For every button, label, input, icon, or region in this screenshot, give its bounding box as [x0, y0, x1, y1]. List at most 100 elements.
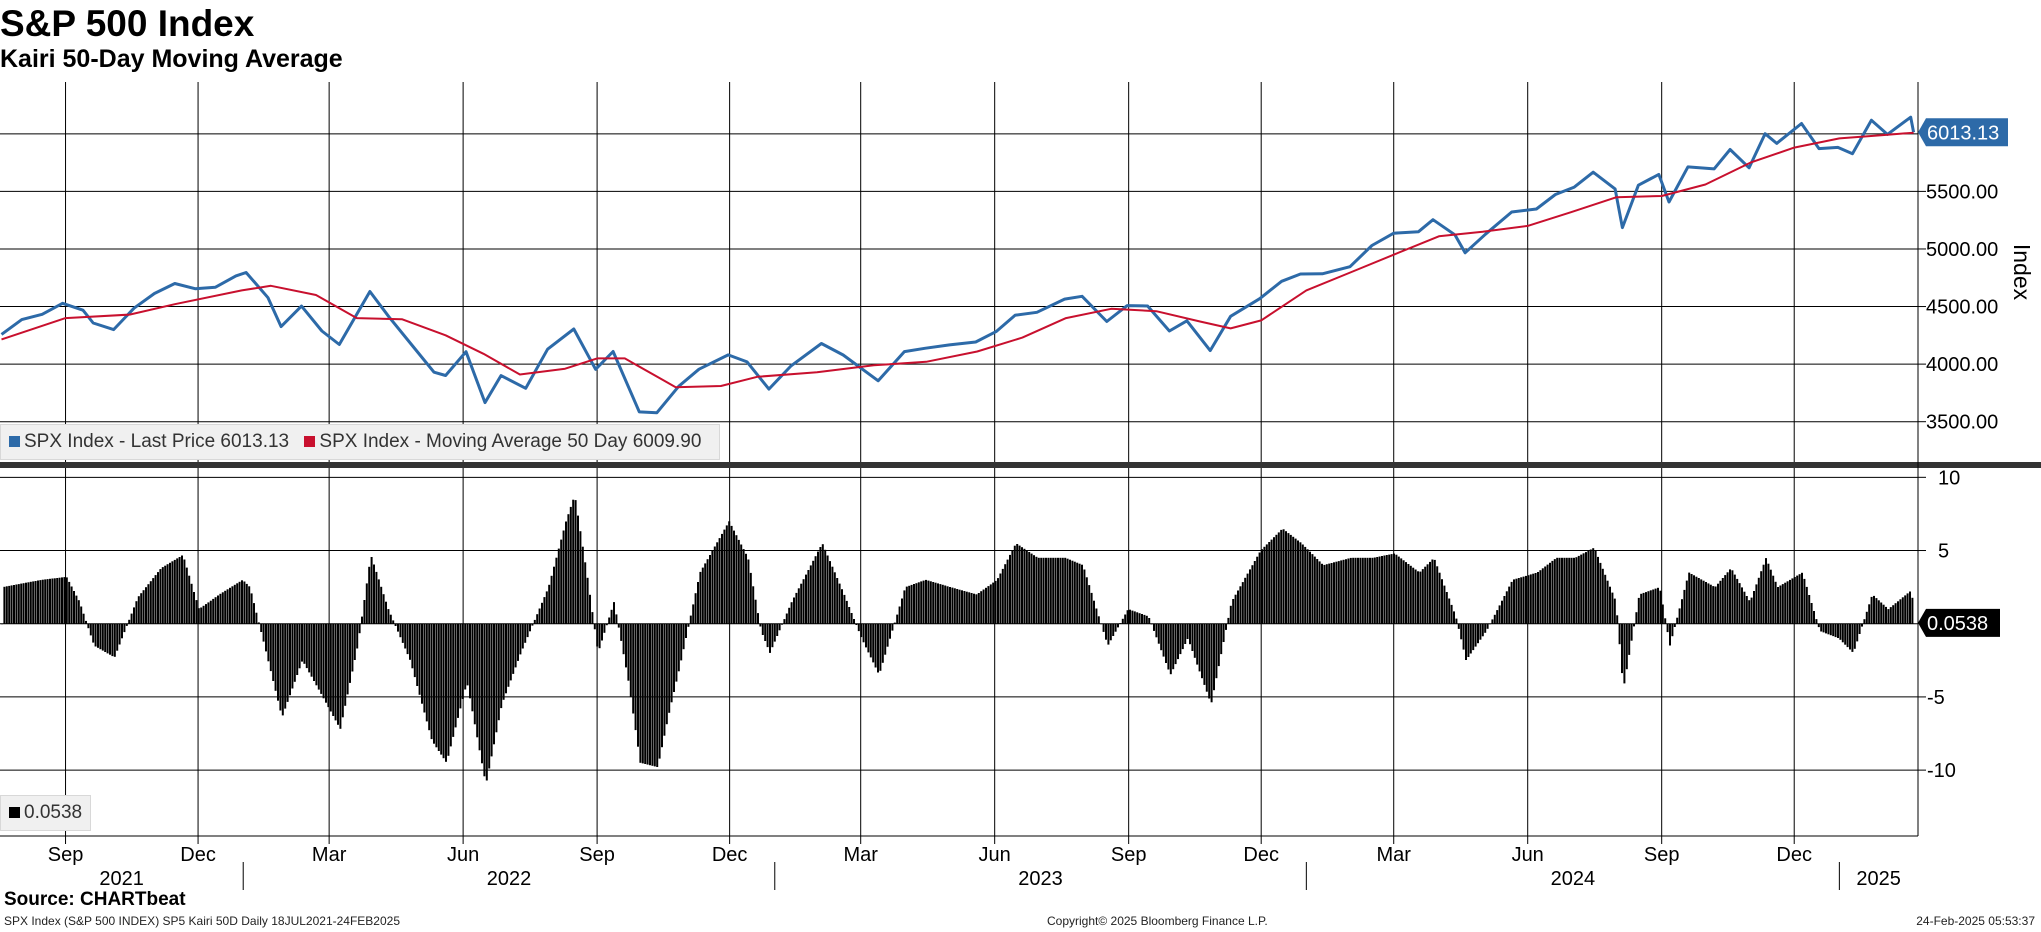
kairi-bar: [274, 623, 277, 691]
kairi-bar: [1030, 553, 1033, 624]
kairi-bar: [8, 585, 11, 624]
kairi-bar: [632, 623, 635, 714]
kairi-bar: [841, 589, 843, 624]
kairi-bar: [238, 581, 241, 624]
kairi-bar: [560, 539, 563, 624]
kairi-bar: [1366, 557, 1369, 624]
kairi-bar: [164, 565, 167, 624]
kairi-bar: [1462, 623, 1465, 650]
kairi-bar: [1369, 557, 1371, 624]
kairi-bar: [85, 620, 87, 624]
kairi-bar: [769, 623, 771, 653]
kairi-bar: [901, 598, 903, 624]
kairi-bar: [745, 553, 747, 624]
kairi-bar: [1373, 557, 1376, 624]
kairi-bar: [1724, 575, 1727, 624]
kairi-bar: [301, 623, 303, 662]
kairi-bar: [1148, 618, 1151, 624]
kairi-bar: [207, 602, 210, 624]
kairi-bar: [1642, 592, 1645, 624]
kairi-bar: [1810, 603, 1813, 624]
kairi-bar: [512, 623, 515, 674]
kairi-bar: [1877, 600, 1880, 624]
kairi-bar: [1297, 540, 1299, 624]
kairi-bar: [1162, 623, 1165, 657]
kairi-bar: [1133, 611, 1136, 624]
x-tick-label: Jun: [979, 844, 1011, 866]
x-tick-label: Jun: [447, 844, 479, 866]
kairi-bar: [1273, 537, 1275, 624]
y-tick-label: 4000.00: [1926, 354, 1998, 376]
kairi-bar: [1121, 618, 1124, 624]
kairi-bar: [627, 623, 630, 681]
last-price-callout: [1918, 118, 2008, 147]
kairi-bar: [1054, 557, 1057, 624]
kairi-bar: [464, 623, 467, 690]
kairi-bar: [783, 619, 786, 624]
kairi-bar: [1333, 562, 1335, 624]
kairi-bar: [80, 606, 83, 624]
kairi-bar: [1186, 623, 1189, 639]
kairi-bar: [533, 619, 536, 624]
kairi-bar: [1174, 623, 1177, 665]
kairi-bar: [1779, 585, 1782, 624]
kairi-bar: [1304, 546, 1307, 624]
kairi-bar: [1177, 623, 1179, 660]
kairi-bar: [538, 608, 541, 624]
kairi-bar: [370, 557, 373, 624]
kairi-bar: [1424, 566, 1427, 624]
kairi-bar: [1729, 569, 1731, 624]
kairi-bar: [1539, 570, 1542, 624]
kairi-bar: [447, 623, 450, 756]
kairi-bar: [877, 623, 879, 673]
kairi-bar: [1069, 559, 1071, 624]
kairi-bar: [404, 623, 407, 649]
kairi-bar: [1210, 623, 1213, 703]
kairi-bar: [591, 612, 594, 624]
kairi-bar: [1825, 623, 1827, 634]
kairi-bar: [1594, 551, 1597, 624]
kairi-bar: [1256, 556, 1259, 624]
kairi-bar: [694, 593, 697, 624]
kairi-bar: [1189, 623, 1191, 645]
kairi-bar: [1169, 623, 1172, 675]
kairi-bar: [1851, 623, 1854, 652]
kairi-bar: [776, 623, 779, 636]
kairi-bar: [70, 586, 73, 624]
kairi-bar: [509, 623, 512, 681]
kairi-bar: [543, 597, 546, 624]
kairi-bar: [1352, 557, 1355, 624]
kairi-bar: [418, 623, 421, 695]
kairi-bar: [577, 515, 579, 624]
kairi-bar: [999, 573, 1002, 624]
kairi-bar: [310, 623, 313, 677]
kairi-bar: [1493, 614, 1496, 624]
kairi-bar: [58, 577, 61, 624]
kairi-bar: [1450, 604, 1453, 624]
kairi-bar: [10, 585, 13, 624]
kairi-bar: [949, 587, 951, 624]
kairi-bar: [1580, 554, 1583, 624]
kairi-bar: [229, 587, 231, 624]
kairi-bar: [1268, 542, 1271, 624]
kairi-bar: [1165, 623, 1167, 663]
kairi-bar: [25, 582, 27, 624]
kairi-bar: [1676, 617, 1679, 624]
kairi-bar: [1361, 557, 1364, 624]
kairi-bar: [428, 623, 431, 731]
kairi-bar: [1184, 623, 1187, 644]
kairi-bar: [670, 623, 673, 703]
kairi-bar: [1, 623, 3, 625]
kairi-bar: [1640, 593, 1643, 624]
kairi-bar: [113, 623, 116, 657]
kairi-bar: [699, 571, 702, 624]
kairi-bar: [94, 623, 97, 647]
kairi-bar: [1839, 623, 1842, 640]
kairi-bar: [1786, 581, 1789, 624]
kairi-bar: [248, 586, 251, 624]
kairi-bar: [394, 623, 397, 626]
kairi-bar: [140, 593, 143, 624]
kairi-bar: [1743, 591, 1746, 624]
legend-label-kairi: 0.0538: [24, 802, 83, 823]
kairi-bar: [1489, 623, 1491, 625]
